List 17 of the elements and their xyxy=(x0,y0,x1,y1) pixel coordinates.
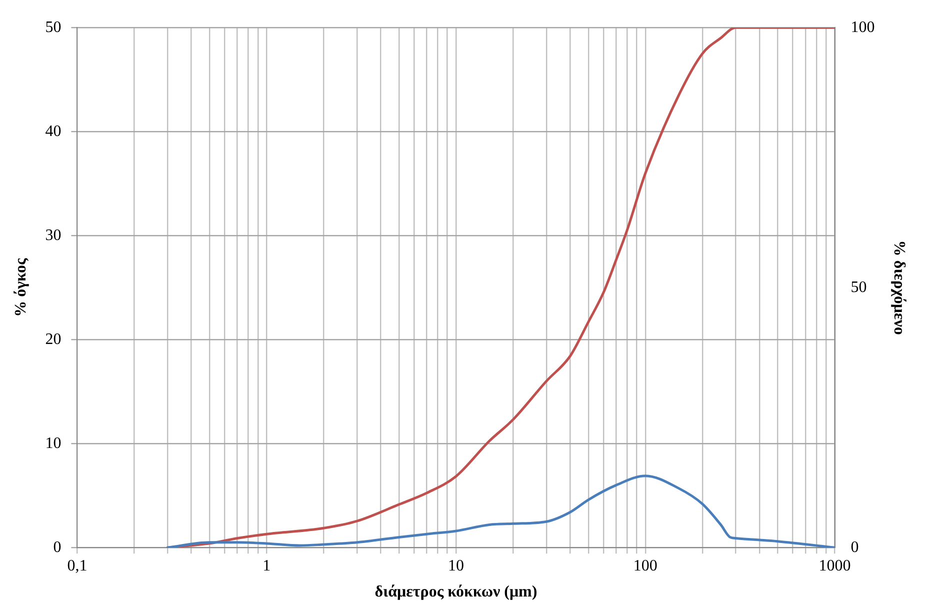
y2-tick-label: 0 xyxy=(850,538,859,556)
y-tick-label: 10 xyxy=(45,434,62,452)
y2-tick-label: 100 xyxy=(850,18,875,36)
x-axis-title: διάμετρος κόκκων (μm) xyxy=(374,584,538,601)
x-tick-label: 1 xyxy=(262,557,271,574)
x-tick-label: 100 xyxy=(633,557,658,574)
y-tick-label: 0 xyxy=(53,538,62,556)
y-axis-title: % όγκος xyxy=(12,258,30,317)
y-tick-label: 30 xyxy=(45,226,62,244)
y-tick-label: 50 xyxy=(45,18,62,36)
x-tick-label: 0,1 xyxy=(67,557,88,574)
x-tick-label: 10 xyxy=(448,557,464,574)
y-tick-label: 40 xyxy=(45,122,62,140)
x-tick-label: 1000 xyxy=(818,557,851,574)
y2-tick-label: 50 xyxy=(850,278,867,296)
y-tick-label: 20 xyxy=(45,330,62,348)
y2-axis-title: % διερχόμενο xyxy=(890,240,908,335)
